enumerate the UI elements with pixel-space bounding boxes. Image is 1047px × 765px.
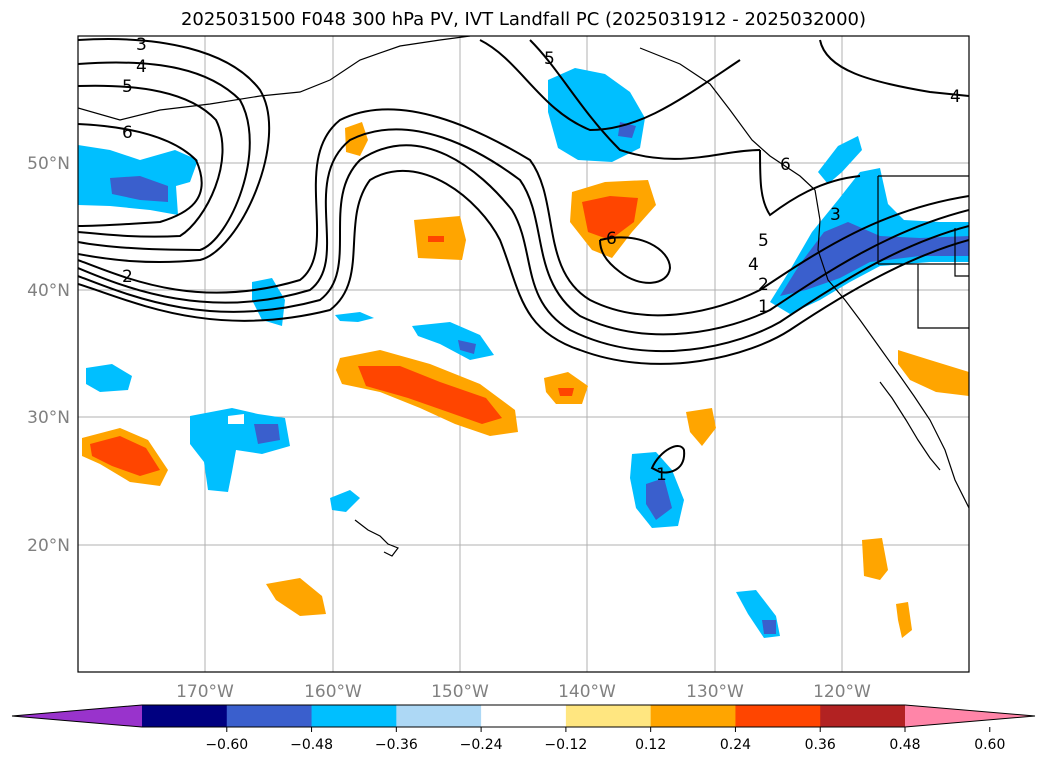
contour-label: 4 (748, 255, 759, 275)
colorbar-outline (11, 704, 1036, 728)
colorbar-segment (650, 705, 736, 727)
longitude-labels: 170°W 160°W 150°W 140°W 130°W 120°W (176, 682, 871, 702)
contour-line (599, 236, 672, 284)
blob-negative-mid-c-core (458, 340, 476, 354)
colorbar-tick-label: −0.48 (290, 737, 333, 753)
contour-line (78, 108, 969, 317)
contour-label: 1 (656, 465, 667, 485)
colorbar-tick-label: −0.12 (544, 737, 587, 753)
blob-positive-band-core (358, 366, 502, 424)
longitude-label: 160°W (304, 682, 362, 702)
coast-hawaii (354, 519, 399, 557)
blob-positive-small-c-core (558, 388, 574, 396)
blob-negative-west-mid-hole (228, 414, 244, 424)
map-panel: 3 4 5 6 2 5 6 4 3 5 4 2 1 1 6 (77, 35, 970, 673)
blob-positive-south-east-b (896, 602, 912, 638)
contour-line (78, 123, 203, 227)
colorbar-tick-label: 0.12 (635, 737, 666, 753)
latitude-label: 30°N (27, 408, 70, 428)
contour-line (78, 128, 969, 336)
blob-negative-south-core (646, 478, 672, 520)
coast-alaska-panhandle (639, 47, 816, 191)
contour-label: 2 (122, 267, 133, 287)
colorbar-segment (396, 705, 482, 727)
contour-line (78, 169, 969, 365)
map-background (78, 36, 969, 672)
colorbar-segment (311, 705, 397, 727)
contour-label: 5 (544, 49, 555, 69)
contour-labels: 3 4 5 6 2 5 6 4 3 5 4 2 1 1 6 (122, 35, 961, 485)
latitude-label: 50°N (27, 154, 70, 174)
colorbar-tick-label: 0.24 (720, 737, 751, 753)
colorbar-tick-label: 0.60 (974, 737, 1005, 753)
contour-label: 4 (136, 57, 147, 77)
blob-positive-south-west (266, 578, 326, 616)
contour-label: 3 (830, 205, 841, 225)
blob-negative-west-mid-core (254, 424, 280, 444)
longitude-label: 140°W (558, 682, 616, 702)
contour-line (759, 149, 861, 217)
colorbar-tick-label: 0.48 (889, 737, 920, 753)
longitude-label: 170°W (176, 682, 234, 702)
contour-label: 6 (780, 155, 791, 175)
longitude-label: 120°W (813, 682, 871, 702)
map-frame (77, 35, 970, 673)
colorbar-tick-label: −0.60 (205, 737, 248, 753)
colorbar-segment (142, 705, 228, 727)
contour-label: 5 (758, 231, 769, 251)
colorbar-segment (565, 705, 652, 727)
contour-label: 2 (758, 275, 769, 295)
contour-line (78, 144, 969, 353)
coastlines (78, 36, 969, 557)
map-title: 2025031500 F048 300 hPa PV, IVT Landfall… (180, 9, 867, 30)
blob-negative-west-small (86, 364, 132, 392)
contour-line (78, 61, 251, 252)
colorbar-extend-high (905, 705, 1035, 727)
colorbar-segment (226, 705, 313, 727)
blob-negative-south-east-core (762, 620, 776, 634)
colorbar-segment (481, 705, 567, 727)
coast-baja (879, 381, 941, 471)
colorbar-segment (735, 705, 821, 727)
contour-label: 3 (136, 35, 147, 55)
contour-line (650, 445, 686, 474)
colorbar-tick-label: 0.36 (805, 737, 836, 753)
state-borders (877, 175, 969, 329)
colorbar-segment (820, 705, 906, 727)
coast-alaska (78, 36, 471, 121)
latitude-label: 40°N (27, 281, 70, 301)
contour-line (529, 39, 761, 160)
contour-label: 6 (606, 229, 617, 249)
pv-contours (78, 38, 969, 474)
blob-positive-west-core (90, 436, 160, 476)
longitude-label: 150°W (431, 682, 489, 702)
blob-negative-mid-b (335, 312, 374, 322)
latitude-labels: 50°N 40°N 30°N 20°N (27, 154, 70, 556)
blob-positive-small-a (345, 122, 368, 156)
contour-line (479, 39, 741, 132)
contour-label: 4 (950, 87, 961, 107)
coast-north-america (814, 189, 969, 509)
colorbar-extend-low (12, 705, 142, 727)
blob-negative-northwest-core (110, 176, 168, 202)
blob-positive-east (898, 350, 969, 396)
blob-negative-river-tail (818, 136, 862, 184)
contour-label: 5 (122, 77, 133, 97)
blob-positive-gulf-core (582, 196, 638, 240)
blob-positive-small-d (686, 408, 716, 446)
colorbar: −0.60 −0.48 −0.36 −0.24 −0.12 0.12 0.24 0.36 0.4… (11, 704, 1036, 753)
blob-positive-south-east-a (862, 538, 888, 580)
contour-label: 6 (122, 123, 133, 143)
blob-positive-small-b-core (428, 236, 444, 242)
contour-line (78, 38, 271, 264)
contour-label: 1 (758, 297, 769, 317)
longitude-label: 130°W (686, 682, 744, 702)
contour-line (78, 84, 224, 238)
colorbar-tick-label: −0.36 (375, 737, 418, 753)
colorbar-tick-label: −0.24 (460, 737, 503, 753)
blob-negative-hawaii (330, 490, 360, 512)
latitude-label: 20°N (27, 536, 70, 556)
contour-line (819, 39, 969, 97)
